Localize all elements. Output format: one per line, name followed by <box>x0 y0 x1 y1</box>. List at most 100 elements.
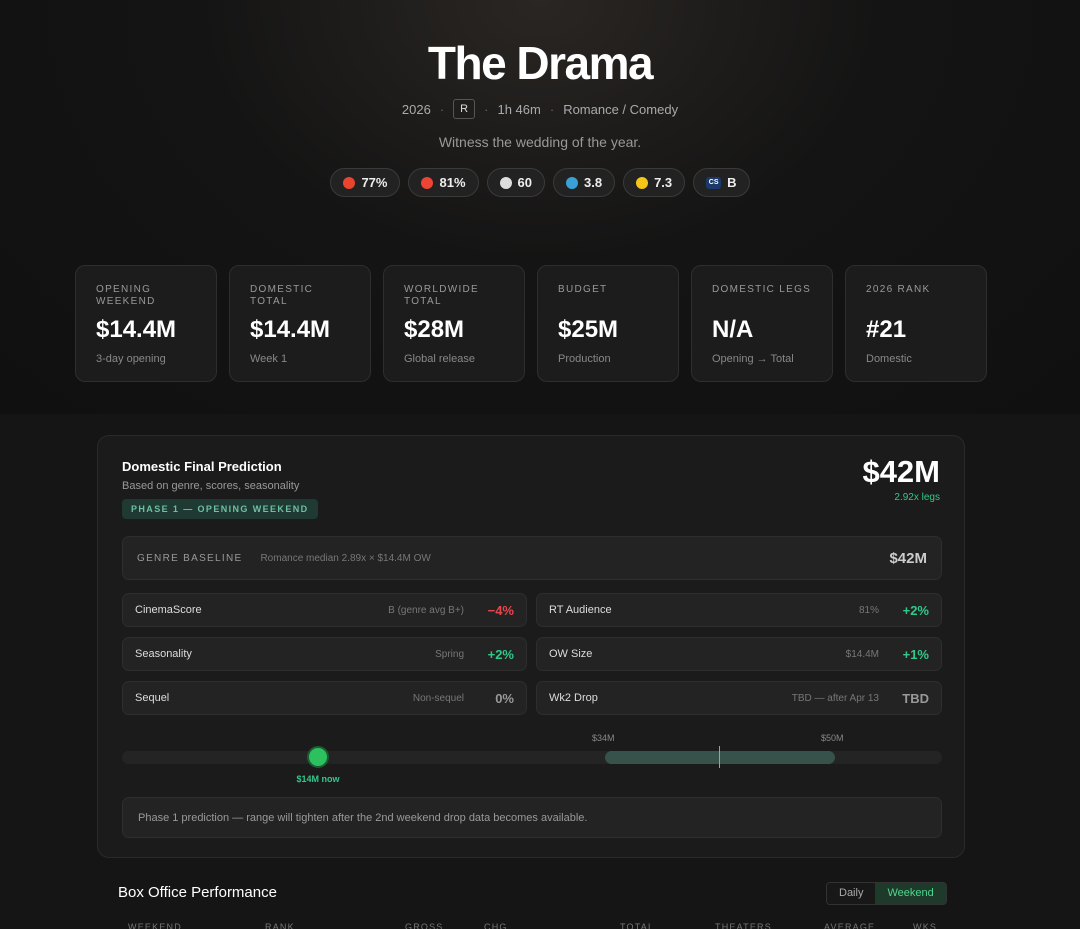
score-pill: 81% <box>408 168 479 197</box>
stat-label: DOMESTIC TOTAL <box>250 284 314 307</box>
range-bar <box>605 751 835 764</box>
factor-impact: 0% <box>495 690 514 706</box>
score-value: 60 <box>517 175 532 190</box>
score-pill: 77% <box>330 168 401 197</box>
column-header: RANK <box>265 922 295 929</box>
score-value: 7.3 <box>654 175 673 190</box>
stat-sub: 3-day opening <box>96 353 166 365</box>
baseline-detail: Romance median 2.89x × $14.4M OW <box>260 552 431 564</box>
prediction-title: Domestic Final Prediction <box>122 459 282 474</box>
score-pills: 77% 81% 60 3.8 7.3 CS B <box>0 168 1080 197</box>
factor-row: OW Size $14.4M +1% <box>536 637 942 671</box>
factor-impact: +2% <box>902 602 929 618</box>
stat-label: OPENING WEEKEND <box>96 284 156 307</box>
prediction-note: Phase 1 prediction — range will tighten … <box>122 797 942 838</box>
stat-sub: Production <box>558 353 611 365</box>
factor-row: Seasonality Spring +2% <box>122 637 527 671</box>
now-dot <box>307 746 329 768</box>
factor-detail: 81% <box>858 604 879 616</box>
phase-badge: PHASE 1 — OPENING WEEKEND <box>122 499 318 519</box>
column-header: WKS <box>913 922 938 929</box>
column-header: WEEKEND <box>128 922 182 929</box>
range-marker <box>719 746 720 768</box>
stat-sub: Domestic <box>866 353 912 365</box>
score-value: B <box>727 175 737 190</box>
factor-detail: TBD — after Apr 13 <box>791 692 879 704</box>
stat-label: BUDGET <box>558 284 608 295</box>
stat-value: $25M <box>558 316 619 343</box>
column-header: AVERAGE <box>824 922 876 929</box>
score-icon <box>343 176 356 189</box>
factor-name: Sequel <box>135 692 170 704</box>
factor-row: CinemaScore B (genre avg B+) −4% <box>122 593 527 627</box>
score-icon <box>636 176 649 189</box>
genre-baseline: GENRE BASELINE Romance median 2.89x × $1… <box>122 536 942 580</box>
view-toggle: Daily Weekend <box>826 882 947 905</box>
factor-detail: B (genre avg B+) <box>388 604 464 616</box>
factor-name: CinemaScore <box>135 604 202 616</box>
now-label: $14M now <box>296 774 340 784</box>
score-pill: CS B <box>693 168 750 197</box>
factor-detail: Non-sequel <box>412 692 464 704</box>
factor-name: RT Audience <box>549 604 612 616</box>
prediction-value: $42M <box>862 454 940 489</box>
factor-impact: −4% <box>487 602 514 618</box>
score-icon <box>499 176 512 189</box>
rating: R <box>453 99 476 119</box>
stat-value: N/A <box>712 316 754 343</box>
score-pill: 7.3 <box>623 168 686 197</box>
factor-name: OW Size <box>549 648 593 660</box>
genre: Romance / Comedy <box>563 101 679 117</box>
section-title: Box Office Performance <box>118 884 277 901</box>
stat-card: BUDGET $25M Production <box>537 265 679 382</box>
stat-card: WORLDWIDE TOTAL $28M Global release <box>383 265 525 382</box>
tagline: Witness the wedding of the year. <box>438 134 642 150</box>
hero: The Drama 2026 · R · 1h 46m · Romance / Com… <box>0 0 1080 414</box>
prediction-card: Domestic Final Prediction Based on genre… <box>97 435 965 858</box>
score-icon <box>421 176 434 189</box>
separator: · <box>549 101 555 117</box>
score-pill: 3.8 <box>552 168 616 197</box>
separator: · <box>439 101 445 117</box>
tab[interactable]: Weekend <box>875 883 946 904</box>
stat-sub: Week 1 <box>250 353 288 365</box>
column-header: TOTAL <box>620 922 655 929</box>
meta-line: 2026 · R · 1h 46m · Romance / Comedy <box>0 99 1080 119</box>
stat-value: $14.4M <box>250 316 331 343</box>
baseline-label: GENRE BASELINE <box>137 552 243 564</box>
column-header: CHG <box>484 922 508 929</box>
range-low: $34M <box>592 733 615 743</box>
table-header: WEEKEND RANK GROSS CHG TOTAL THEATERS AVERAGE W… <box>0 922 1080 929</box>
stat-value: $14.4M <box>96 316 177 343</box>
factor-name: Wk2 Drop <box>549 692 598 704</box>
stat-value: #21 <box>866 316 907 343</box>
factor-row: Wk2 Drop TBD — after Apr 13 TBD <box>536 681 942 715</box>
score-value: 77% <box>361 175 388 190</box>
factor-row: RT Audience 81% +2% <box>536 593 942 627</box>
stat-value: $28M <box>404 316 465 343</box>
column-header: THEATERS <box>715 922 772 929</box>
stat-cards: OPENING WEEKEND $14.4M 3-day opening DOMEST… <box>75 265 987 382</box>
factor-impact: TBD <box>902 690 929 706</box>
score-value: 81% <box>439 175 466 190</box>
stat-label: 2026 RANK <box>866 284 931 295</box>
factor-impact: +2% <box>487 646 514 662</box>
score-value: 3.8 <box>583 175 603 190</box>
tab[interactable]: Daily <box>827 883 876 904</box>
stat-label: WORLDWIDE TOTAL <box>404 284 480 307</box>
legs: 2.92x legs <box>894 492 940 503</box>
stat-sub: Opening → Total <box>712 353 794 365</box>
score-icon <box>565 176 578 189</box>
score-icon: CS <box>706 176 722 189</box>
stat-label: DOMESTIC LEGS <box>712 284 812 295</box>
factor-row: Sequel Non-sequel 0% <box>122 681 527 715</box>
factor-impact: +1% <box>902 646 929 662</box>
column-header: GROSS <box>405 922 444 929</box>
stat-card: DOMESTIC LEGS N/A Opening → Total <box>691 265 833 382</box>
score-pill: 60 <box>486 168 545 197</box>
prediction-subtitle: Based on genre, scores, seasonality <box>122 480 300 492</box>
range-high: $50M <box>821 733 844 743</box>
stat-card: OPENING WEEKEND $14.4M 3-day opening <box>75 265 217 382</box>
runtime: 1h 46m <box>497 101 541 117</box>
